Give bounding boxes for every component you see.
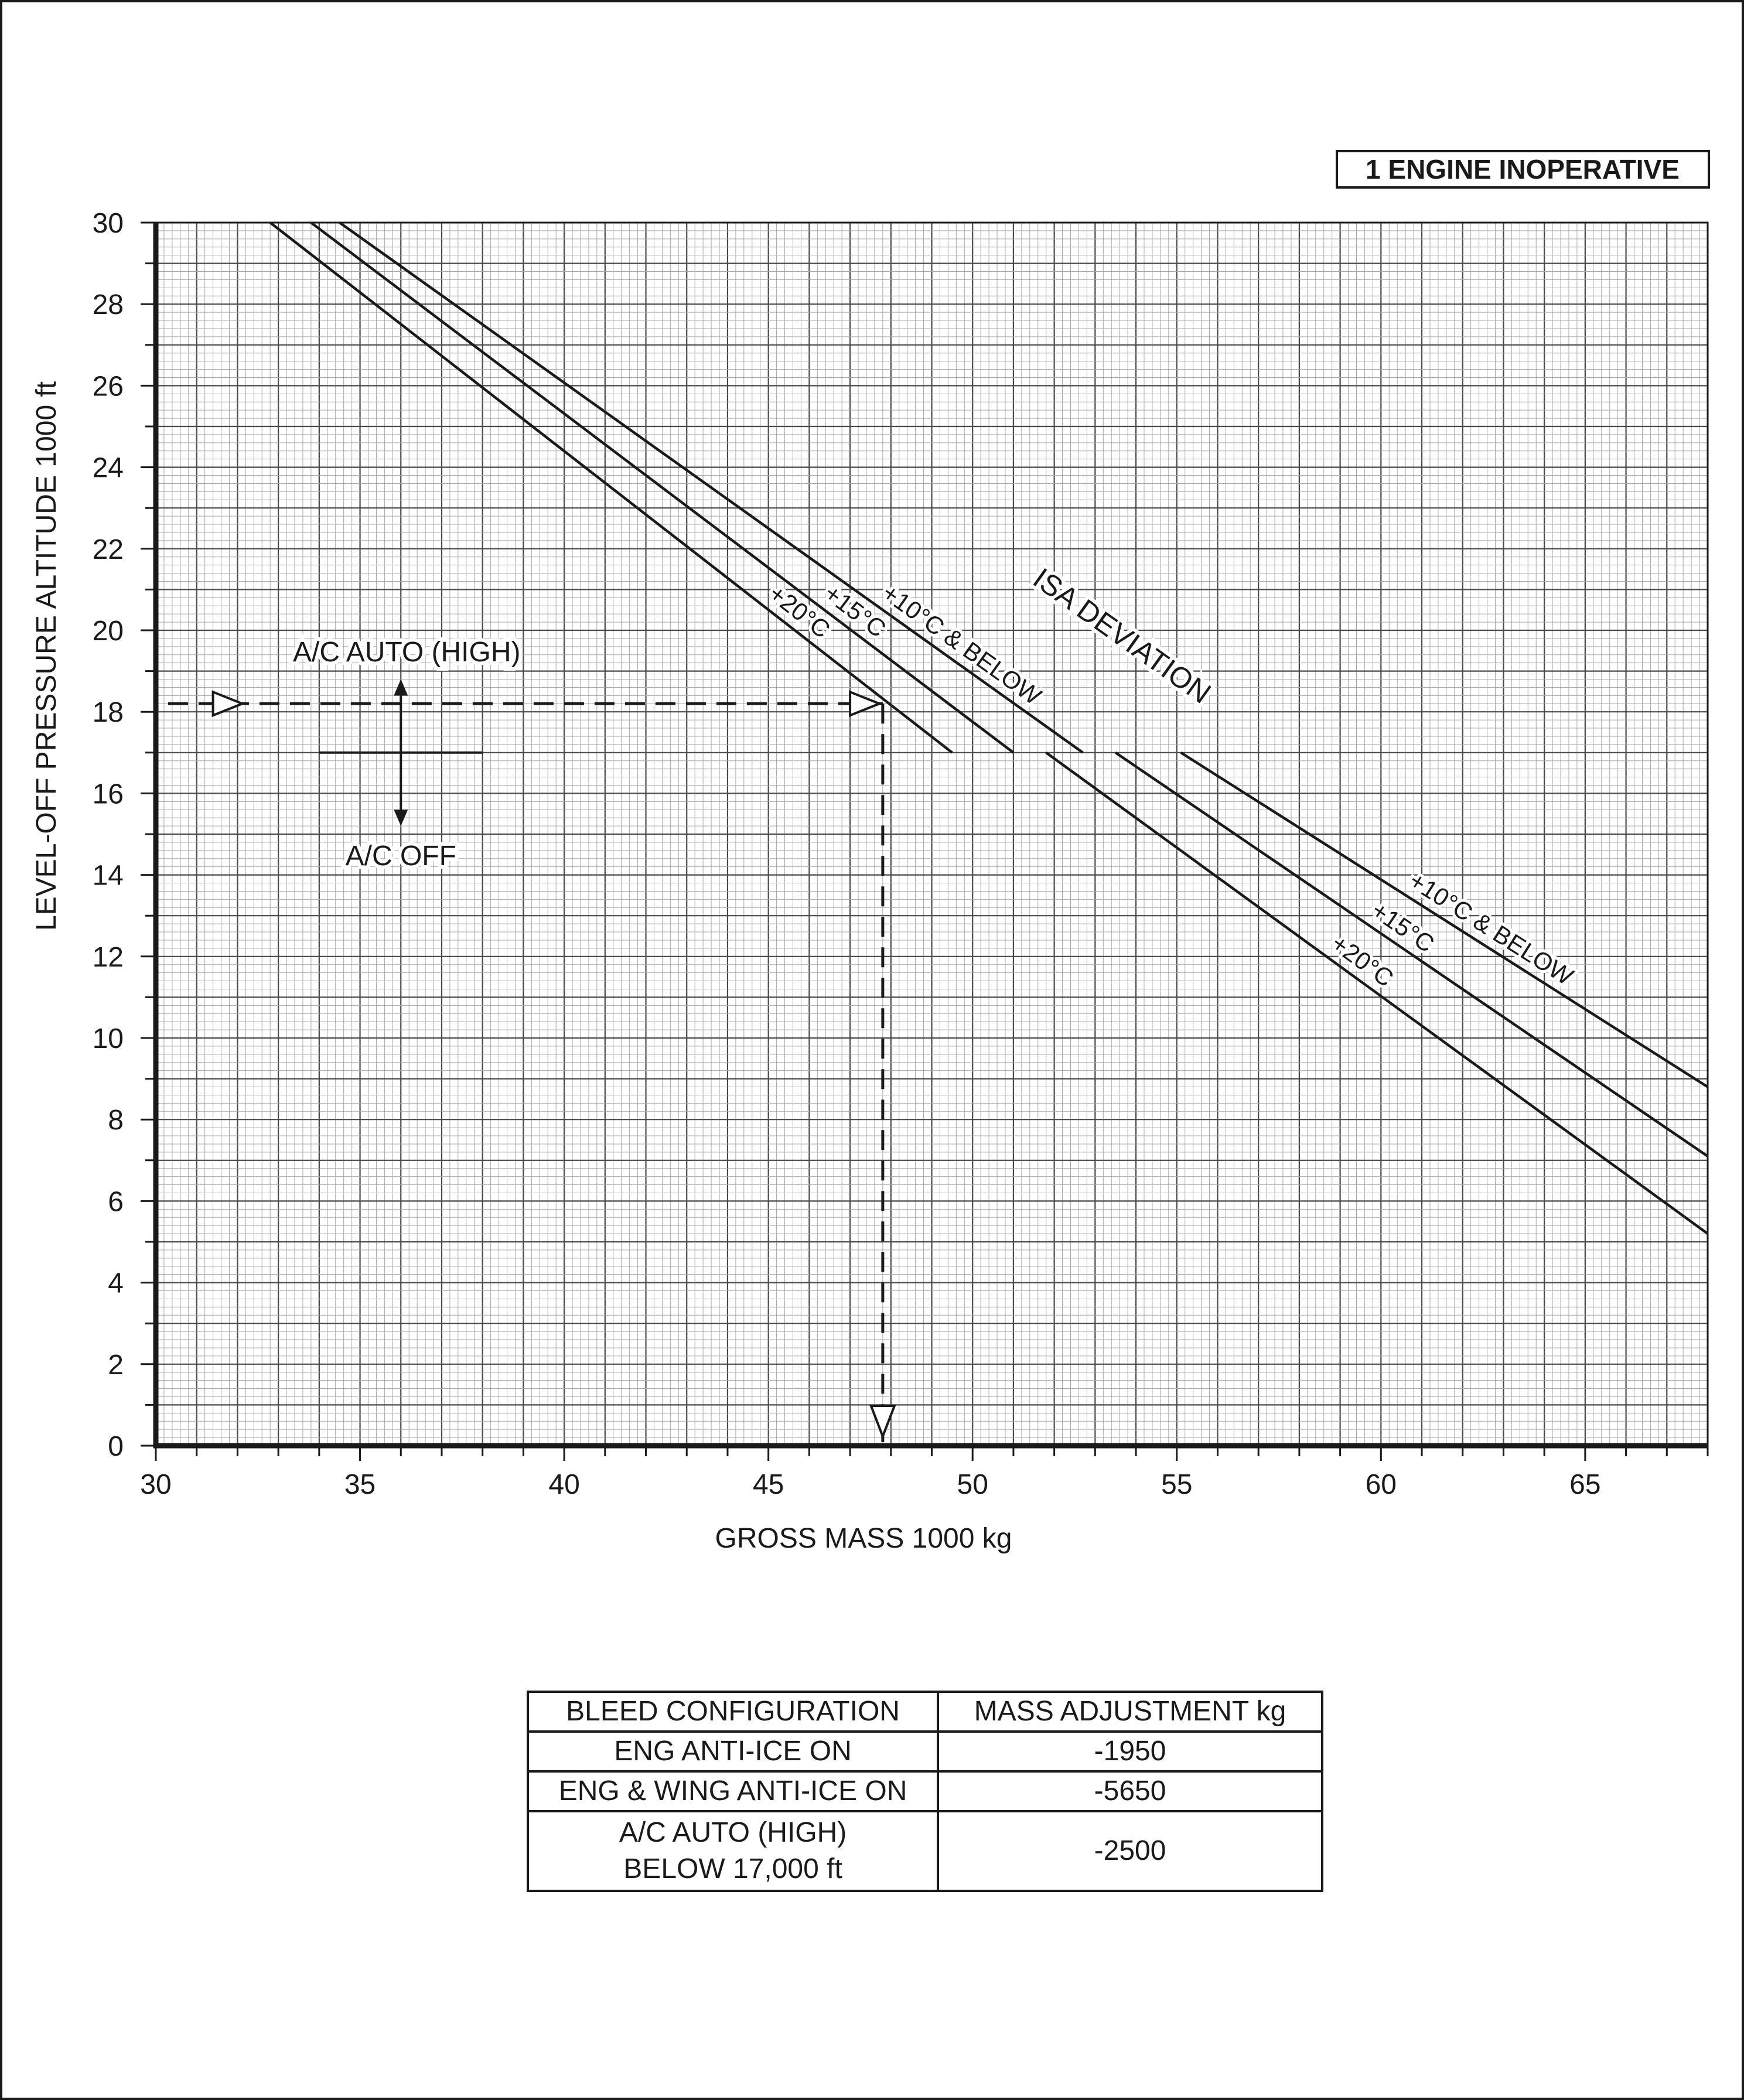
example-arrow-mid (849, 690, 883, 718)
example-arrow-end (869, 1405, 896, 1440)
title-badge-text: 1 ENGINE INOPERATIVE (1366, 154, 1680, 185)
table-cell-config-line2: BELOW 17,000 ft (623, 1853, 842, 1884)
y-tick-label: 30 (93, 208, 124, 239)
table-cell-adjust: -2500 (937, 1810, 1323, 1892)
table-cell-adjust: -1950 (937, 1730, 1323, 1773)
table-cell-adjust: -5650 (937, 1770, 1323, 1812)
series-label: +10°C & BELOW (877, 578, 1046, 710)
x-tick-label: 35 (344, 1469, 376, 1500)
grid (155, 221, 1709, 1447)
table-header-row: BLEED CONFIGURATION MASS ADJUSTMENT kg (526, 1691, 1323, 1733)
y-tick-label: 26 (93, 371, 124, 402)
x-axis-label: GROSS MASS 1000 kg (715, 1523, 1012, 1554)
y-tick-label: 8 (108, 1105, 124, 1136)
y-tick-label: 18 (93, 697, 124, 728)
x-tick-label: 45 (753, 1469, 784, 1500)
y-tick-label: 22 (93, 534, 124, 565)
table-row: ENG ANTI-ICE ON -1950 (526, 1730, 1323, 1773)
switch-label-below: A/C OFF (346, 841, 456, 872)
switch-label-above: A/C AUTO (HIGH) (293, 637, 520, 668)
series-line (269, 221, 953, 754)
table-row: A/C AUTO (HIGH) BELOW 17,000 ft -2500 (526, 1810, 1323, 1892)
series-line (1114, 751, 1709, 1157)
x-tick-label: 55 (1161, 1469, 1192, 1500)
example-arrow-start (211, 690, 245, 718)
y-tick-label: 6 (108, 1186, 124, 1217)
example-path (168, 690, 896, 1442)
y-tick-label: 14 (93, 861, 124, 892)
y-tick-label: 4 (108, 1268, 124, 1299)
series-line (310, 221, 1015, 754)
x-tick-label: 50 (957, 1469, 988, 1500)
y-tick-label: 2 (108, 1350, 124, 1381)
series-line (339, 221, 1084, 754)
x-tick-label: 40 (548, 1469, 579, 1500)
x-tick-label: 60 (1366, 1469, 1397, 1500)
table-cell-config: ENG ANTI-ICE ON (526, 1730, 940, 1773)
bleed-configuration-table: BLEED CONFIGURATION MASS ADJUSTMENT kg E… (526, 1691, 1323, 1892)
table-cell-config: A/C AUTO (HIGH) BELOW 17,000 ft (526, 1810, 940, 1892)
x-tick-label: 30 (140, 1469, 171, 1500)
y-tick-label: 24 (93, 453, 124, 484)
switch-arrow-up (394, 679, 408, 696)
title-badge: 1 ENGINE INOPERATIVE (1336, 150, 1710, 189)
y-tick-label: 10 (93, 1023, 124, 1054)
table-row: ENG & WING ANTI-ICE ON -5650 (526, 1770, 1323, 1812)
axis-ticks: 30 35 40 45 50 55 60 65024681012141618202224262… (93, 208, 1709, 1500)
y-tick-label: 0 (108, 1431, 124, 1462)
series-line (1045, 751, 1709, 1235)
table-cell-config: ENG & WING ANTI-ICE ON (526, 1770, 940, 1812)
title-badge-box (1336, 150, 1710, 189)
x-tick-label: 65 (1569, 1469, 1600, 1500)
y-axis-label: LEVEL-OFF PRESSURE ALTITUDE 1000 ft (31, 381, 62, 931)
table-header-config: BLEED CONFIGURATION (526, 1691, 940, 1733)
y-tick-label: 28 (93, 289, 124, 320)
y-tick-label: 20 (93, 616, 124, 647)
switch-arrow-down (394, 810, 408, 827)
series-line (1180, 751, 1709, 1088)
y-tick-label: 12 (93, 942, 124, 973)
table-cell-config-line1: A/C AUTO (HIGH) (619, 1817, 847, 1848)
table-header-adjust: MASS ADJUSTMENT kg (937, 1691, 1323, 1733)
y-tick-label: 16 (93, 778, 124, 810)
